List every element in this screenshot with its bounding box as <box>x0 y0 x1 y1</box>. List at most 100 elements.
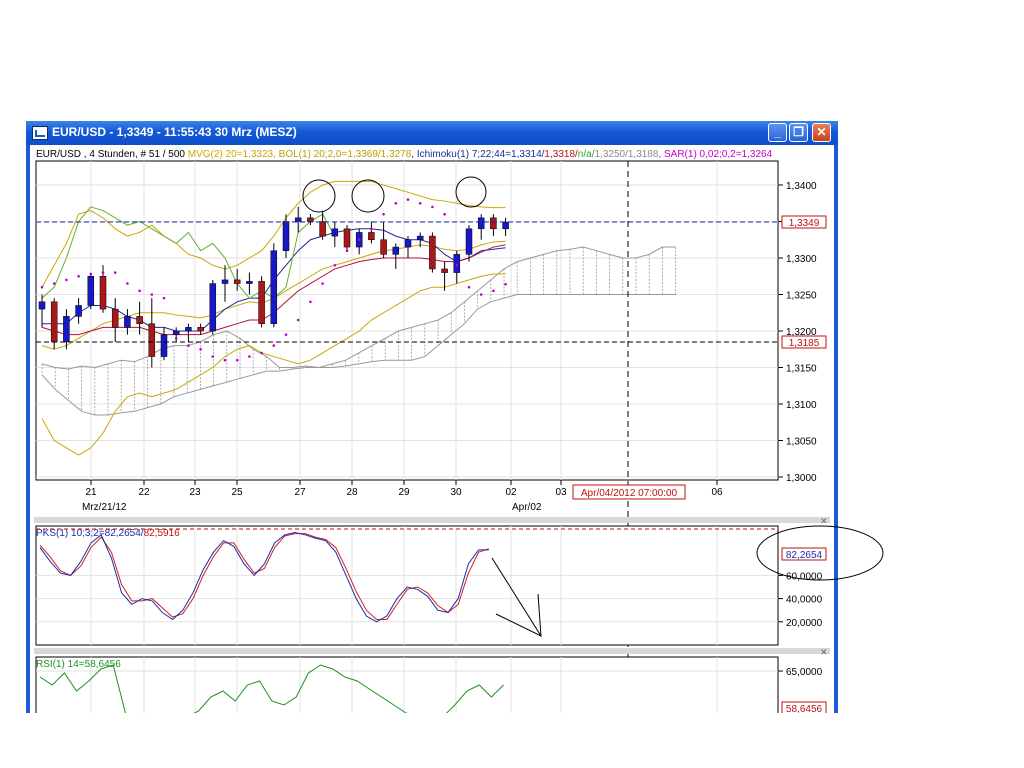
sar-dot <box>65 278 68 282</box>
sar-dot <box>479 293 483 296</box>
candle-body <box>111 308 119 328</box>
y-tick-label: 1,3000 <box>786 473 817 484</box>
sar-dot <box>101 271 105 274</box>
candle-body <box>429 235 436 270</box>
close-icon: ✕ <box>816 125 827 139</box>
sar-dot <box>211 355 215 358</box>
sar-dot <box>199 347 202 351</box>
sar-dot <box>174 337 178 340</box>
sar-dot <box>77 274 80 278</box>
x-tick-label: 25 <box>231 487 243 498</box>
annotation-circle-3 <box>455 176 487 208</box>
sar-dot <box>272 344 276 347</box>
candle-body <box>246 281 253 284</box>
pks-y-tick-label: 40,0000 <box>786 595 823 606</box>
sar-dot <box>296 318 300 322</box>
rsi-label: RSI(1) 14=58,6456 <box>36 659 121 670</box>
candle-body <box>160 334 168 357</box>
pks-value-label: 82,2654 <box>786 550 823 561</box>
y-tick-label: 1,3200 <box>786 327 817 338</box>
y-tick-label: 1,3050 <box>786 437 817 448</box>
panel-close-icon-2[interactable]: ✕ <box>820 647 828 657</box>
window-title: EUR/USD - 1,3349 - 11:55:43 30 Mrz (MESZ… <box>52 125 297 139</box>
rsi-plot-frame <box>35 656 779 713</box>
candle-body <box>490 217 497 230</box>
candle-body <box>87 276 95 306</box>
chart-area[interactable]: EUR/USD , 4 Stunden, # 51 / 500 MVG(2) 2… <box>30 145 834 713</box>
sar-dot <box>235 358 239 362</box>
sar-dot <box>89 272 93 276</box>
candle-body <box>368 232 375 240</box>
main-plot-frame <box>35 160 779 481</box>
candle-body <box>477 217 485 230</box>
sar-dot <box>162 296 166 300</box>
senkou-b-line <box>41 294 676 416</box>
candle-body <box>124 316 131 328</box>
candle-body <box>294 217 302 222</box>
x-tick-label: 30 <box>450 487 462 498</box>
sar-dot <box>431 205 434 209</box>
bollinger-lower <box>41 273 506 456</box>
sar-dot <box>345 249 349 252</box>
chart-window: EUR/USD - 1,3349 - 11:55:43 30 Mrz (MESZ… <box>26 121 838 713</box>
maximize-icon: ❐ <box>793 125 804 139</box>
rsi-grid <box>36 657 778 713</box>
sar-dots <box>40 198 507 362</box>
pks-plot-frame <box>35 525 779 646</box>
main-x-axis: 21 22 23 25 27 28 29 30 02 03 06 Mrz/21/12 Apr/02 <box>82 480 723 513</box>
candle-body <box>99 276 107 310</box>
panel-close-icon-1[interactable]: ✕ <box>820 516 828 526</box>
sar-dot <box>382 212 385 216</box>
sar-dot <box>52 282 56 285</box>
candle-body <box>392 246 400 255</box>
candle-body <box>465 228 473 255</box>
sar-dot <box>284 333 288 336</box>
candle-body <box>136 316 143 324</box>
sar-dot <box>443 212 446 216</box>
level-price-label: 1,3185 <box>789 338 820 349</box>
sar-dot <box>357 238 361 242</box>
sar-dot <box>150 293 154 296</box>
sar-dot <box>370 227 373 231</box>
x-tick-label: 27 <box>294 487 306 498</box>
candle-body <box>270 250 278 324</box>
minimize-icon: _ <box>774 125 781 139</box>
last-price-label: 1,3349 <box>789 218 820 229</box>
y-tick-label: 1,3250 <box>786 291 817 302</box>
sar-dot <box>455 264 459 267</box>
candle-body <box>209 283 217 332</box>
crosshair-date-box <box>572 484 686 500</box>
candle-body <box>343 228 351 248</box>
chart-canvas[interactable]: EUR/USD , 4 Stunden, # 51 / 500 MVG(2) 2… <box>30 145 834 713</box>
candle-body <box>453 254 461 273</box>
rsi-value-label: 58,6456 <box>786 704 823 713</box>
rsi-line-path <box>39 664 504 713</box>
window-frame-right <box>834 145 838 713</box>
pks-value-box <box>781 547 827 561</box>
pks-lines <box>39 531 489 623</box>
minimize-button[interactable]: _ <box>768 123 787 142</box>
candle-body <box>172 330 180 335</box>
pks-grid <box>36 526 778 645</box>
y-tick-label: 1,3100 <box>786 400 817 411</box>
maximize-button[interactable]: ❐ <box>789 123 808 142</box>
senkou-a-line <box>41 246 676 370</box>
panel-splitter-2[interactable] <box>34 648 830 654</box>
annotation-ellipse <box>756 525 884 581</box>
rsi-y-axis: 65,0000 <box>778 667 823 678</box>
crosshair-date-label: Apr/04/2012 07:00:00 <box>581 488 678 499</box>
last-price-box <box>781 215 827 229</box>
candle-body <box>416 235 424 240</box>
sar-dot <box>223 358 227 362</box>
close-button[interactable]: ✕ <box>812 123 831 142</box>
y-tick-label: 1,3400 <box>786 181 817 192</box>
x-sub-label: Mrz/21/12 <box>82 502 127 513</box>
candle-body <box>75 305 82 317</box>
panel-splitter-1[interactable] <box>34 517 830 523</box>
sar-dot <box>126 282 129 285</box>
candle-body <box>502 221 509 230</box>
candle-body <box>148 323 156 357</box>
sar-dot <box>418 201 422 205</box>
title-bar[interactable]: EUR/USD - 1,3349 - 11:55:43 30 Mrz (MESZ… <box>26 121 838 145</box>
